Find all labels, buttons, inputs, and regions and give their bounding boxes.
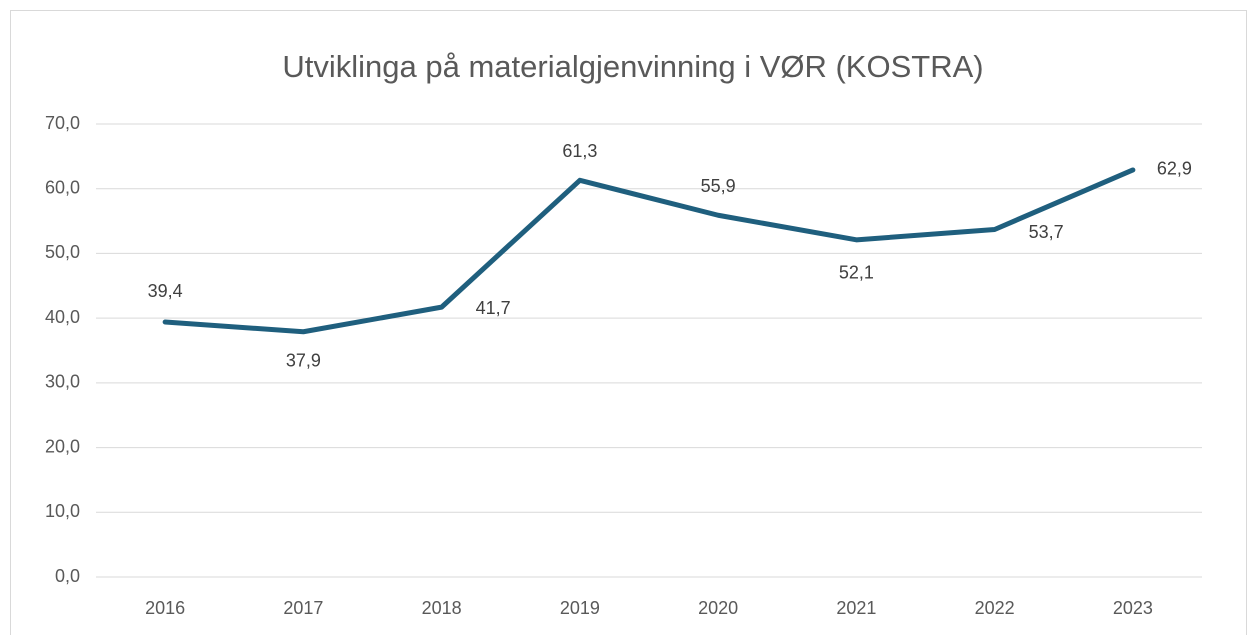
y-tick-label: 0,0 [55,566,80,586]
data-label: 41,7 [476,298,511,318]
x-tick-label: 2018 [422,598,462,618]
y-tick-label: 60,0 [45,177,80,197]
x-tick-label: 2022 [975,598,1015,618]
data-label: 55,9 [701,176,736,196]
data-label: 62,9 [1157,159,1192,179]
y-tick-label: 70,0 [45,113,80,133]
chart-border [10,10,1247,635]
x-tick-label: 2019 [560,598,600,618]
data-label: 53,7 [1029,222,1064,242]
data-label: 37,9 [286,350,321,370]
y-tick-label: 50,0 [45,242,80,262]
x-tick-label: 2023 [1113,598,1153,618]
y-tick-label: 40,0 [45,307,80,327]
data-label: 61,3 [562,141,597,161]
x-tick-label: 2017 [283,598,323,618]
y-tick-label: 30,0 [45,372,80,392]
data-label: 52,1 [839,263,874,283]
line [162,167,1136,335]
chart-title: Utviklinga på materialgjenvinning i VØR … [282,49,983,84]
data-label: 39,4 [148,281,183,301]
x-tick-label: 2021 [836,598,876,618]
x-tick-label: 2020 [698,598,738,618]
y-tick-label: 20,0 [45,436,80,456]
y-tick-label: 10,0 [45,501,80,521]
x-tick-label: 2016 [145,598,185,618]
